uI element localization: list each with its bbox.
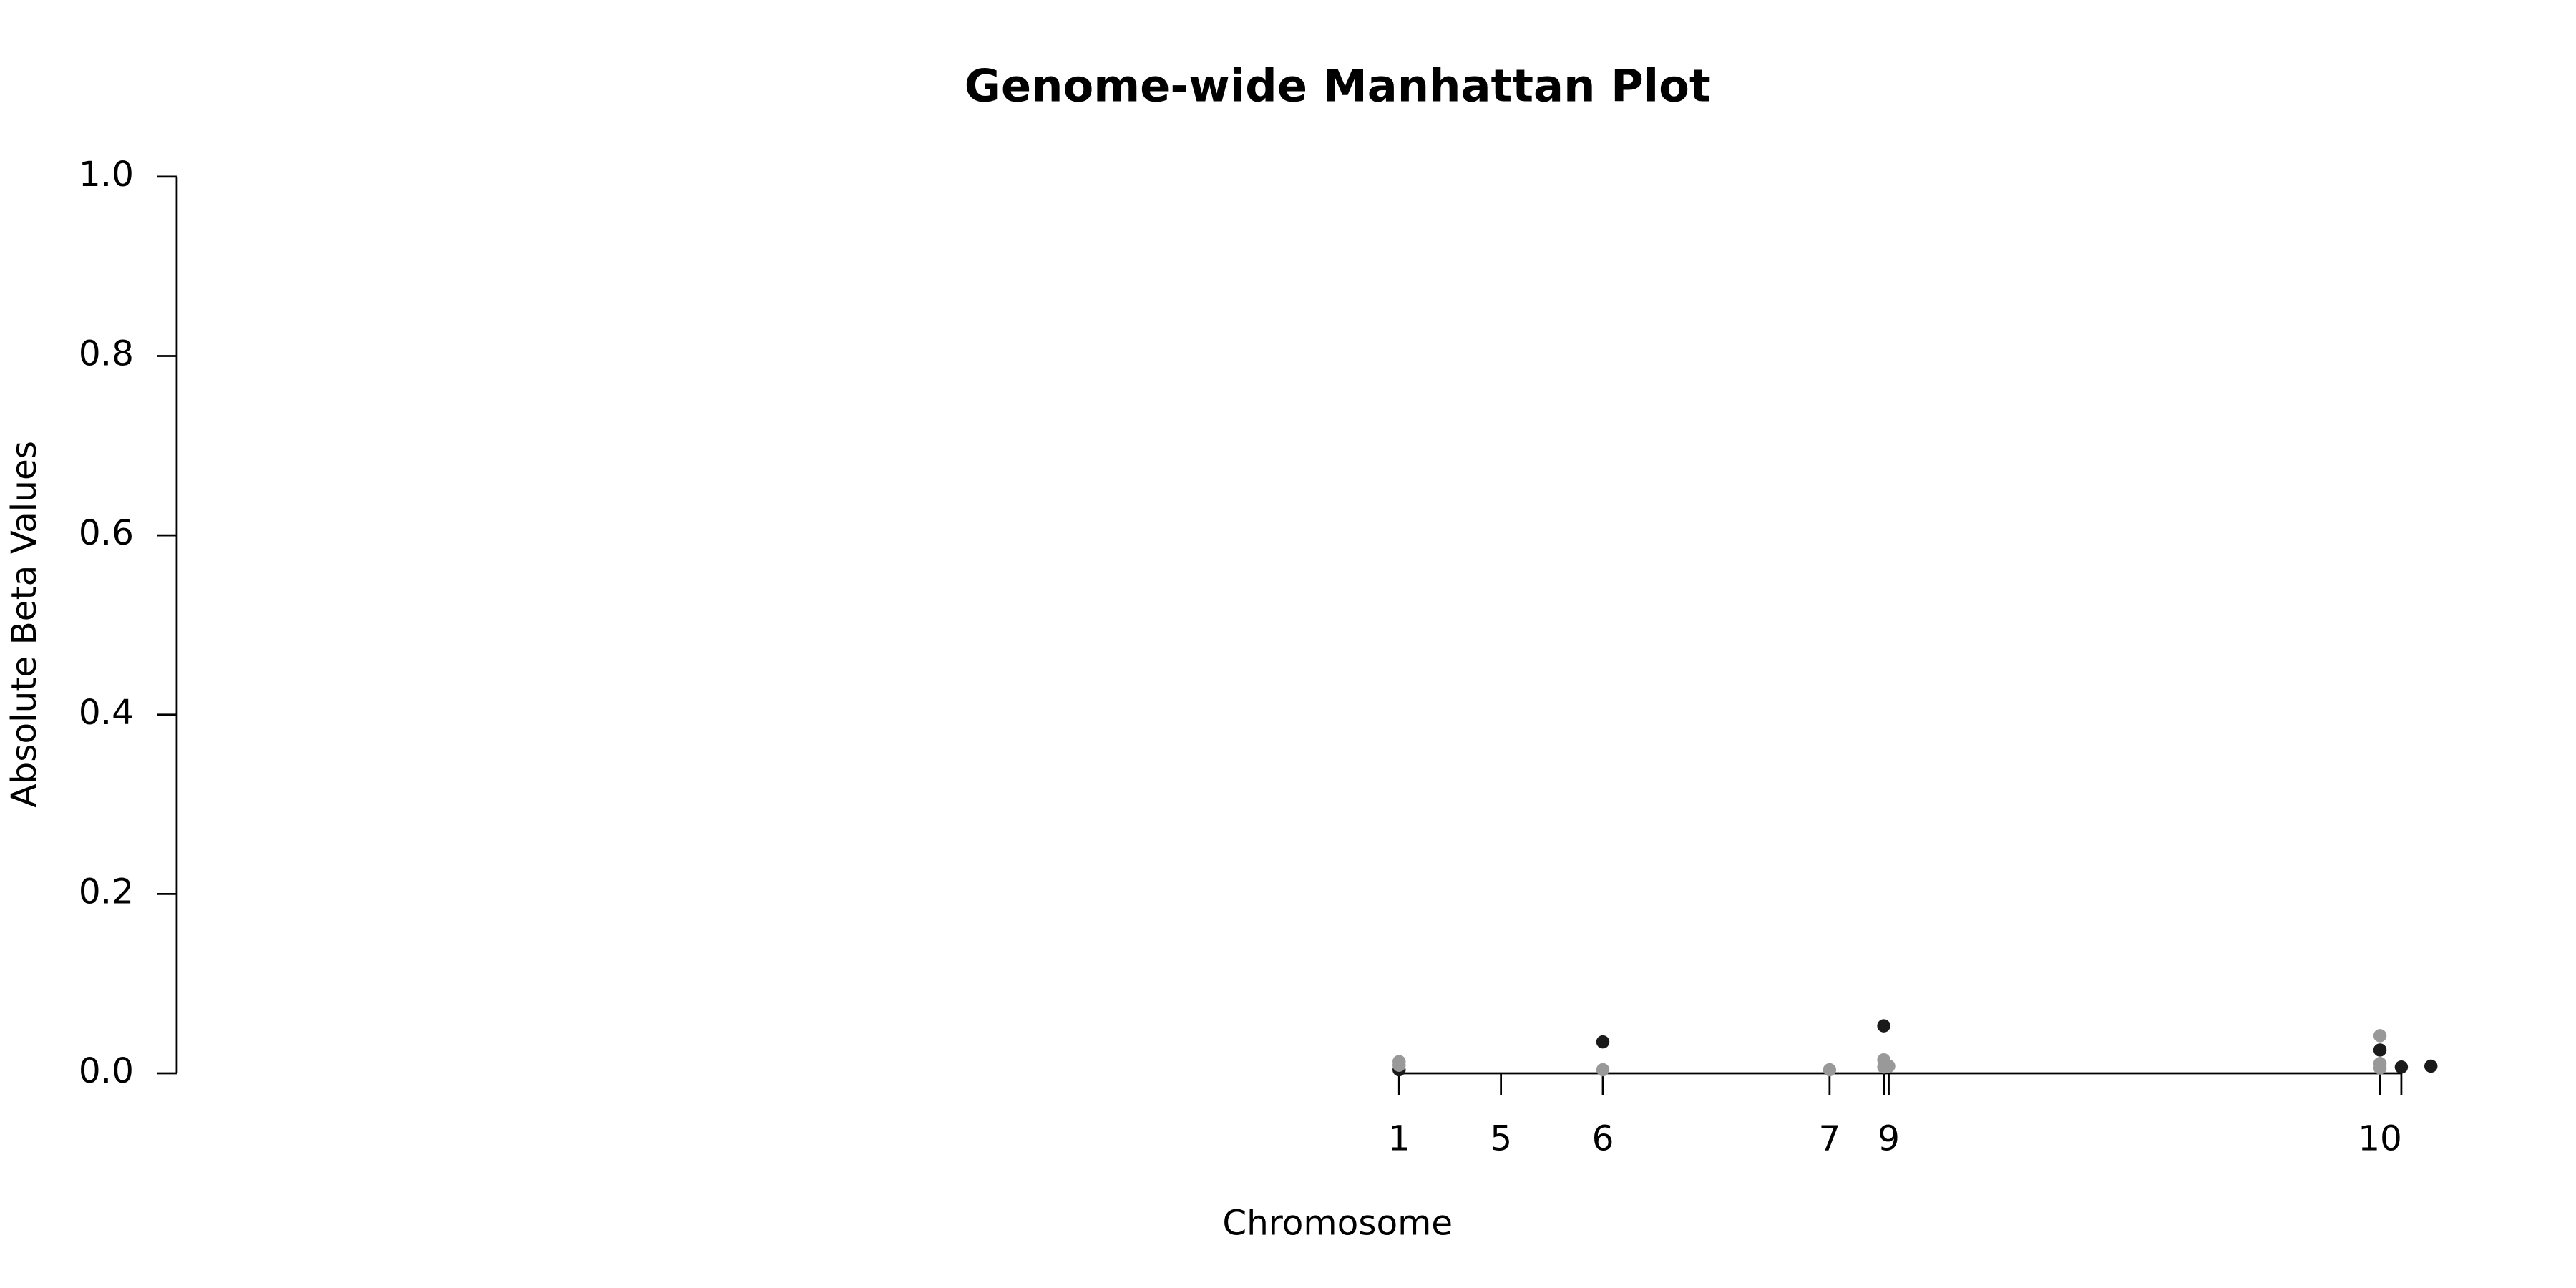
point (2424, 1059, 2438, 1073)
point (1882, 1059, 1896, 1073)
x-axis-label: Chromosome (1222, 1203, 1453, 1243)
x-tick-label: 9 (1878, 1119, 1900, 1159)
y-tick-label: 1.0 (79, 155, 134, 195)
point (2373, 1061, 2387, 1075)
x-tick-label: 7 (1818, 1119, 1840, 1159)
point (1596, 1035, 1610, 1049)
y-axis-label: Absolute Beta Values (4, 441, 44, 808)
point (2373, 1029, 2387, 1043)
point (1392, 1058, 1406, 1072)
y-tick-label: 0.4 (79, 693, 134, 733)
point (2373, 1043, 2387, 1057)
x-tick-label: 1 (1388, 1119, 1410, 1159)
chart-title: Genome-wide Manhattan Plot (965, 60, 1711, 112)
x-tick-label: 10 (2358, 1119, 2402, 1159)
point (1823, 1063, 1837, 1077)
x-tick-label: 5 (1490, 1119, 1512, 1159)
point (2394, 1060, 2409, 1074)
y-tick-label: 0.6 (79, 513, 134, 553)
y-tick-label: 0.2 (79, 872, 134, 912)
point (1877, 1019, 1890, 1033)
y-tick-label: 0.0 (79, 1051, 134, 1091)
x-tick-label: 6 (1592, 1119, 1614, 1159)
y-tick-label: 0.8 (79, 334, 134, 374)
point (1596, 1063, 1610, 1077)
